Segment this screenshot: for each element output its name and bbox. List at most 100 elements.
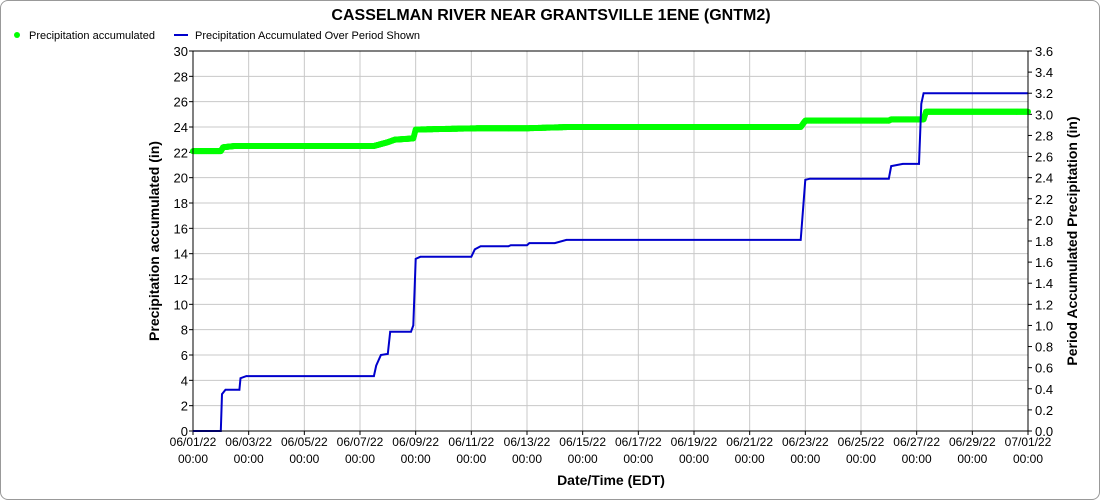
grid bbox=[192, 50, 1029, 432]
x-tick-label-time: 00:00 bbox=[846, 452, 876, 466]
period-accumulated-point bbox=[238, 389, 241, 391]
chart-title: CASSELMAN RIVER NEAR GRANTSVILLE 1ENE (G… bbox=[331, 7, 770, 24]
legend-label-period: Precipitation Accumulated Over Period Sh… bbox=[195, 30, 420, 42]
period-accumulated-point bbox=[509, 244, 512, 247]
x-tick-label-date: 06/29/22 bbox=[949, 435, 996, 449]
x-tick-label-time: 00:00 bbox=[735, 452, 765, 466]
x-tick-label-time: 00:00 bbox=[568, 452, 598, 466]
x-tick-label-date: 07/01/22 bbox=[1005, 435, 1052, 449]
x-tick-label-date: 06/05/22 bbox=[281, 435, 328, 449]
y-tick-label: 8 bbox=[181, 323, 188, 338]
x-tick-label-time: 00:00 bbox=[957, 452, 987, 466]
y-tick-label: 10 bbox=[174, 297, 188, 312]
x-tick-label-date: 06/03/22 bbox=[225, 435, 272, 449]
y-tick-label: 14 bbox=[174, 247, 188, 262]
period-accumulated-point bbox=[901, 163, 904, 165]
y-tick-label: 22 bbox=[174, 145, 188, 160]
period-accumulated-point bbox=[799, 239, 802, 241]
y-tick-label: 0 bbox=[181, 424, 188, 439]
y-tick-label: 6 bbox=[181, 348, 188, 363]
y2-tick-label: 0.4 bbox=[1035, 382, 1053, 397]
x-tick-label-time: 00:00 bbox=[679, 452, 709, 466]
period-accumulated-point bbox=[507, 245, 510, 248]
y2-axis-ticks: 0.0 0.2 0.4 0.6 0.8 1.0 1.2 1.4 1.6 1.8 2.0 2.2 2.4 2… bbox=[1028, 44, 1053, 439]
x-tick-label-date: 06/13/22 bbox=[504, 435, 551, 449]
period-accumulated-point bbox=[410, 330, 412, 333]
period-accumulated-point bbox=[474, 248, 476, 251]
x-tick-label-date: 06/27/22 bbox=[893, 435, 940, 449]
series-layer bbox=[190, 92, 1031, 432]
x-tick-label-date: 06/25/22 bbox=[838, 435, 885, 449]
y2-tick-label: 2.0 bbox=[1035, 213, 1053, 228]
period-accumulated-point bbox=[224, 389, 227, 391]
x-tick-label-date: 06/11/22 bbox=[448, 435, 494, 449]
period-accumulated-point bbox=[809, 177, 811, 180]
y-tick-label: 4 bbox=[181, 373, 188, 388]
x-tick-label-time: 00:00 bbox=[902, 452, 932, 466]
y2-tick-label: 1.2 bbox=[1035, 297, 1053, 312]
x-tick-label-time: 00:00 bbox=[178, 452, 208, 466]
y2-tick-label: 2.2 bbox=[1035, 192, 1053, 207]
plot-area-border bbox=[192, 50, 1029, 432]
y2-tick-label: 1.8 bbox=[1035, 234, 1053, 249]
x-tick-label-date: 06/01/22 bbox=[170, 435, 217, 449]
x-tick-label-time: 00:00 bbox=[289, 452, 319, 466]
period-accumulated-point bbox=[890, 165, 892, 167]
y2-tick-label: 3.2 bbox=[1035, 86, 1053, 101]
period-accumulated-point bbox=[389, 330, 391, 333]
x-tick-label-time: 00:00 bbox=[234, 452, 264, 466]
period-accumulated-point bbox=[221, 393, 223, 395]
legend-label-accumulated: Precipitation accumulated bbox=[29, 30, 155, 42]
y2-tick-label: 3.0 bbox=[1035, 107, 1053, 122]
y-tick-label: 24 bbox=[174, 120, 188, 135]
y2-tick-label: 0.8 bbox=[1035, 340, 1053, 355]
period-accumulated-point bbox=[387, 353, 389, 355]
y-tick-label: 20 bbox=[174, 171, 188, 186]
y2-tick-label: 1.6 bbox=[1035, 255, 1053, 270]
legend: Precipitation accumulated Precipitation … bbox=[14, 30, 420, 42]
period-accumulated-point bbox=[888, 177, 890, 180]
y2-tick-label: 3.6 bbox=[1035, 44, 1053, 59]
x-tick-label-date: 06/21/22 bbox=[726, 435, 773, 449]
y2-tick-label: 0.0 bbox=[1035, 424, 1053, 439]
x-tick-label-date: 06/23/22 bbox=[782, 435, 829, 449]
legend-marker-accumulated bbox=[14, 32, 20, 38]
y2-tick-label: 3.4 bbox=[1035, 65, 1053, 80]
x-tick-label-time: 00:00 bbox=[623, 452, 653, 466]
period-accumulated-point bbox=[920, 102, 923, 105]
x-tick-label-time: 00:00 bbox=[345, 452, 375, 466]
y-tick-label: 2 bbox=[181, 399, 188, 414]
y-tick-label: 12 bbox=[174, 272, 188, 287]
x-tick-label-date: 06/15/22 bbox=[559, 435, 606, 449]
period-accumulated-point bbox=[565, 239, 568, 241]
x-tick-label-time: 00:00 bbox=[456, 452, 486, 466]
y2-tick-label: 0.2 bbox=[1035, 403, 1053, 418]
y2-tick-label: 2.4 bbox=[1035, 171, 1053, 186]
period-accumulated-point bbox=[375, 364, 378, 367]
period-accumulated-point bbox=[245, 375, 248, 377]
x-tick-label-time: 00:00 bbox=[401, 452, 431, 466]
period-accumulated-point bbox=[554, 242, 556, 244]
period-accumulated-point bbox=[922, 92, 925, 95]
x-tick-label-date: 06/17/22 bbox=[615, 435, 662, 449]
period-accumulated-point bbox=[804, 178, 807, 181]
period-accumulated-point bbox=[528, 242, 531, 244]
x-tick-label-time: 00:00 bbox=[1013, 452, 1043, 466]
y-tick-label: 30 bbox=[174, 44, 188, 59]
y2-tick-label: 1.4 bbox=[1035, 276, 1053, 291]
y-tick-label: 16 bbox=[174, 221, 188, 236]
y2-tick-label: 2.8 bbox=[1035, 128, 1053, 143]
y2-axis-title: Period Accumulated Precipitation (in) bbox=[1064, 116, 1080, 365]
period-accumulated-point bbox=[239, 377, 242, 380]
y-tick-label: 26 bbox=[174, 95, 188, 110]
period-accumulated-point bbox=[526, 244, 528, 247]
period-accumulated-point bbox=[479, 245, 482, 248]
y2-tick-label: 0.6 bbox=[1035, 361, 1053, 376]
x-tick-label-date: 06/09/22 bbox=[392, 435, 439, 449]
period-accumulated-point bbox=[412, 324, 415, 327]
y-tick-label: 18 bbox=[174, 196, 188, 211]
period-accumulated-point bbox=[918, 163, 920, 165]
